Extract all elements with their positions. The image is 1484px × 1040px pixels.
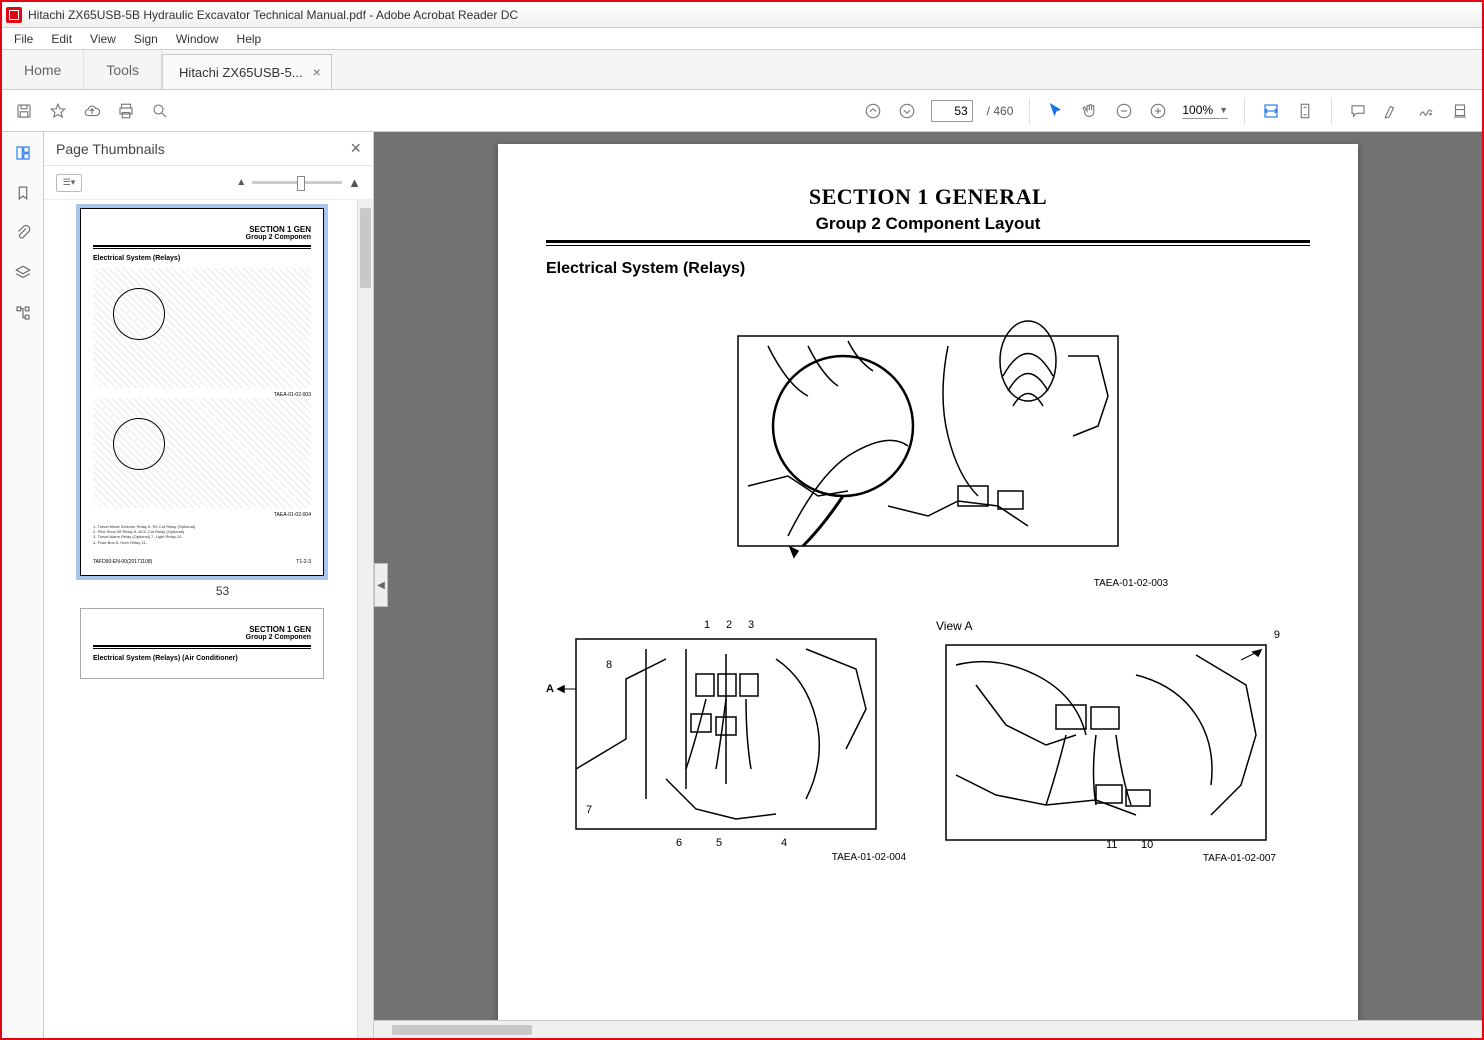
bookmark-rail-icon[interactable] <box>12 182 34 204</box>
side-rail <box>2 132 44 1038</box>
zoom-in-icon[interactable] <box>1148 101 1168 121</box>
document-view: ◀ SECTION 1 GENERAL Group 2 Component La… <box>374 132 1482 1038</box>
figure-1: TAEA-01-02-003 <box>688 306 1168 589</box>
fit-width-icon[interactable] <box>1261 101 1281 121</box>
zoom-large-icon: ▲ <box>348 175 361 190</box>
page-number-input[interactable] <box>931 100 973 122</box>
app-icon <box>6 7 22 23</box>
menu-window[interactable]: Window <box>168 30 227 48</box>
scroll-mode-icon[interactable] <box>1295 101 1315 121</box>
main: Page Thumbnails × ☰▾ ▲ ▲ SECTION 1 GEN G… <box>2 132 1482 1038</box>
document-tab[interactable]: Hitachi ZX65USB-5... × <box>162 54 332 89</box>
zoom-small-icon: ▲ <box>236 177 246 188</box>
selection-tool-icon[interactable] <box>1046 101 1066 121</box>
thumbnail-page-53[interactable]: SECTION 1 GEN Group 2 Componen Electrica… <box>80 208 324 576</box>
figure-1-code: TAEA-01-02-003 <box>688 578 1168 589</box>
layers-rail-icon[interactable] <box>12 262 34 284</box>
horizontal-scrollbar[interactable] <box>374 1020 1482 1038</box>
close-panel-icon[interactable]: × <box>350 138 361 159</box>
tab-home[interactable]: Home <box>2 50 84 89</box>
menubar: File Edit View Sign Window Help <box>2 28 1482 50</box>
comment-icon[interactable] <box>1348 101 1368 121</box>
thumbnail-figure-2 <box>93 398 311 508</box>
menu-edit[interactable]: Edit <box>43 30 80 48</box>
page-up-icon[interactable] <box>863 101 883 121</box>
subheading: Electrical System (Relays) <box>546 260 1310 278</box>
chevron-down-icon: ▼ <box>1219 105 1228 115</box>
highlight-icon[interactable] <box>1382 101 1402 121</box>
attachment-rail-icon[interactable] <box>12 222 34 244</box>
menu-sign[interactable]: Sign <box>126 30 166 48</box>
menu-file[interactable]: File <box>6 30 41 48</box>
save-icon[interactable] <box>14 101 34 121</box>
figure-3: 9 11 10 TAFA-01-02-007 <box>936 635 1276 850</box>
thumbnails-panel: Page Thumbnails × ☰▾ ▲ ▲ SECTION 1 GEN G… <box>44 132 374 1038</box>
titlebar: Hitachi ZX65USB-5B Hydraulic Excavator T… <box>2 2 1482 28</box>
document-tab-label: Hitachi ZX65USB-5... <box>179 65 303 80</box>
view-a-label: View A <box>936 619 1276 633</box>
figure-3-code: TAFA-01-02-007 <box>936 853 1276 864</box>
zoom-dropdown[interactable]: 100% ▼ <box>1182 103 1228 119</box>
thumbnails-scroll[interactable]: SECTION 1 GEN Group 2 Componen Electrica… <box>44 200 373 1038</box>
menu-view[interactable]: View <box>82 30 124 48</box>
thumbnails-scrollbar[interactable] <box>357 200 373 1038</box>
thumbnails-rail-icon[interactable] <box>12 142 34 164</box>
figure-2: 1 2 3 8 A 7 6 5 4 TAEA-01-02-004 <box>546 619 906 849</box>
thumbnail-figure-1 <box>93 268 311 388</box>
heading-rule <box>546 240 1310 246</box>
close-tab-icon[interactable]: × <box>313 64 321 80</box>
thumbnails-title: Page Thumbnails <box>56 141 165 157</box>
toolbar: / 460 100% ▼ <box>2 90 1482 132</box>
pdf-page: SECTION 1 GENERAL Group 2 Component Layo… <box>498 144 1358 1020</box>
menu-help[interactable]: Help <box>229 30 270 48</box>
window-title: Hitachi ZX65USB-5B Hydraulic Excavator T… <box>28 8 518 22</box>
thumb-zoom-slider[interactable] <box>252 181 342 184</box>
hand-tool-icon[interactable] <box>1080 101 1100 121</box>
collapse-panel-button[interactable]: ◀ <box>374 563 388 607</box>
page-total: / 460 <box>987 104 1014 118</box>
modeltree-rail-icon[interactable] <box>12 302 34 324</box>
thumbnail-page-number: 53 <box>80 584 365 598</box>
tabbar: Home Tools Hitachi ZX65USB-5... × <box>2 50 1482 90</box>
document-canvas[interactable]: SECTION 1 GENERAL Group 2 Component Layo… <box>374 132 1482 1020</box>
page-down-icon[interactable] <box>897 101 917 121</box>
stamp-icon[interactable] <box>1450 101 1470 121</box>
tab-tools[interactable]: Tools <box>84 50 162 89</box>
search-icon[interactable] <box>150 101 170 121</box>
group-title: Group 2 Component Layout <box>546 214 1310 234</box>
signature-icon[interactable] <box>1416 101 1436 121</box>
thumbnail-page-54[interactable]: SECTION 1 GEN Group 2 Componen Electrica… <box>80 608 324 679</box>
figure-2-code: TAEA-01-02-004 <box>546 852 906 863</box>
thumb-options-button[interactable]: ☰▾ <box>56 174 82 192</box>
star-icon[interactable] <box>48 101 68 121</box>
print-icon[interactable] <box>116 101 136 121</box>
cloud-upload-icon[interactable] <box>82 101 102 121</box>
section-title: SECTION 1 GENERAL <box>546 184 1310 210</box>
zoom-value: 100% <box>1182 103 1213 117</box>
zoom-out-icon[interactable] <box>1114 101 1134 121</box>
